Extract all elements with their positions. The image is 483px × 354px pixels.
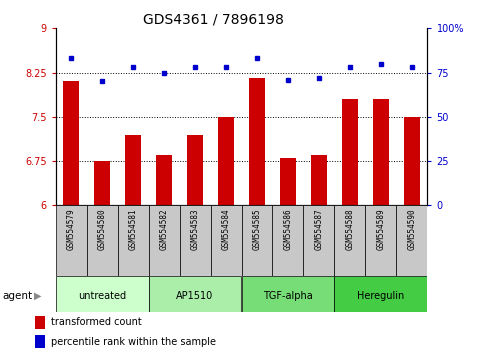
Text: GSM554585: GSM554585 [253, 209, 261, 251]
Text: GSM554588: GSM554588 [345, 209, 355, 251]
Bar [373, 99, 389, 205]
Text: percentile rank within the sample: percentile rank within the sample [51, 337, 216, 347]
Text: GSM554582: GSM554582 [159, 209, 169, 251]
Text: Heregulin: Heregulin [357, 291, 405, 301]
Bar [303, 205, 334, 276]
Bar [86, 205, 117, 276]
Text: untreated: untreated [78, 291, 126, 301]
Text: GSM554580: GSM554580 [98, 209, 107, 251]
Bar [35, 316, 45, 329]
Text: TGF-alpha: TGF-alpha [263, 291, 313, 301]
Bar [187, 135, 203, 205]
Bar [404, 117, 420, 205]
Text: GSM554584: GSM554584 [222, 209, 230, 251]
Text: transformed count: transformed count [51, 318, 142, 327]
Bar [334, 205, 366, 276]
Bar [117, 205, 149, 276]
Bar [218, 117, 234, 205]
Text: GSM554583: GSM554583 [190, 209, 199, 251]
Bar [149, 205, 180, 276]
Text: GSM554579: GSM554579 [67, 209, 75, 251]
Text: GSM554586: GSM554586 [284, 209, 293, 251]
Text: GSM554589: GSM554589 [376, 209, 385, 251]
Bar [242, 276, 334, 312]
Bar [366, 205, 397, 276]
Bar [397, 205, 427, 276]
Text: GSM554587: GSM554587 [314, 209, 324, 251]
Bar [342, 99, 358, 205]
Bar [94, 161, 110, 205]
Text: ▶: ▶ [34, 291, 42, 301]
Bar [311, 155, 327, 205]
Text: GDS4361 / 7896198: GDS4361 / 7896198 [143, 12, 284, 27]
Text: GSM554581: GSM554581 [128, 209, 138, 251]
Bar [211, 205, 242, 276]
Bar [125, 135, 141, 205]
Bar [149, 276, 242, 312]
Bar [56, 276, 149, 312]
Bar [35, 335, 45, 348]
Text: AP1510: AP1510 [176, 291, 213, 301]
Bar [156, 155, 172, 205]
Bar [272, 205, 303, 276]
Bar [334, 276, 427, 312]
Text: GSM554590: GSM554590 [408, 209, 416, 251]
Bar [63, 81, 79, 205]
Bar [56, 205, 86, 276]
Bar [280, 158, 296, 205]
Bar [180, 205, 211, 276]
Text: agent: agent [2, 291, 32, 301]
Bar [242, 205, 272, 276]
Bar [249, 79, 265, 205]
